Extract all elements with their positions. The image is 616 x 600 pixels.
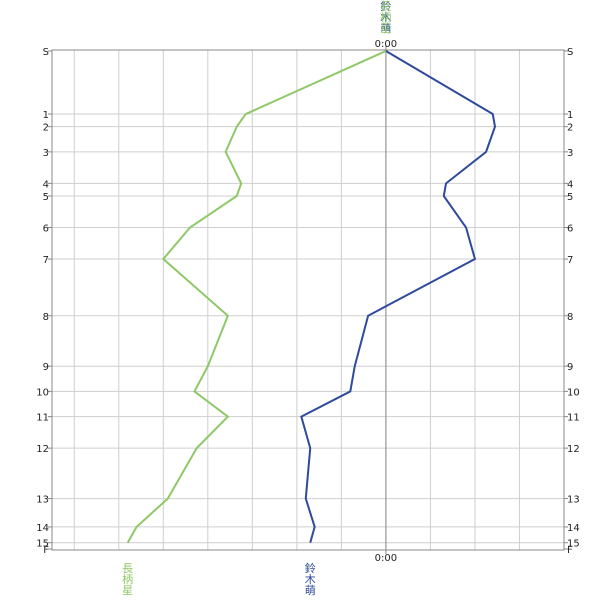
y-tick-label-left: 12 <box>36 444 49 455</box>
y-tick-label-right: 2 <box>567 123 573 134</box>
y-tick-label-right: 12 <box>567 444 580 455</box>
series-line-2 <box>126 50 387 544</box>
series-name-top-char: 長 <box>380 0 391 13</box>
series-name-bottom-char: 長 <box>122 562 133 575</box>
y-tick-label-right: 14 <box>567 523 580 534</box>
series-lines <box>126 50 497 544</box>
y-tick-label-right: 8 <box>567 312 573 323</box>
y-tick-label-left: 9 <box>43 362 49 373</box>
y-tick-label-right: 15 <box>567 539 580 550</box>
series-name-top-char: 星 <box>380 22 391 35</box>
y-tick-label-left: 1 <box>43 110 49 121</box>
y-tick-label-left: 6 <box>43 224 49 235</box>
y-tick-label-right: 9 <box>567 362 573 373</box>
y-tick-label-right: 4 <box>567 179 573 190</box>
y-tick-label-left: 14 <box>36 523 49 534</box>
series-name-bottom-char: 星 <box>122 584 133 597</box>
zero-label-top: 0:00 <box>375 39 397 50</box>
plot-frame <box>51 49 565 551</box>
zero-label-bottom: 0:00 <box>375 553 397 564</box>
y-tick-label-right: 6 <box>567 224 573 235</box>
y-tick-label-left: 5 <box>43 192 49 203</box>
axes <box>48 46 568 554</box>
y-tick-label-left: S <box>43 47 49 58</box>
y-tick-label-right: 3 <box>567 148 573 159</box>
series-name-top-char: 鈴 <box>380 0 391 13</box>
y-tick-label-right: S <box>567 47 573 58</box>
y-tick-label-left: 11 <box>36 413 49 424</box>
series-name-top-char: 木 <box>380 11 391 24</box>
y-tick-label-left: F <box>43 545 49 556</box>
y-tick-label-right: 10 <box>567 387 580 398</box>
y-tick-label-left: 4 <box>43 179 49 190</box>
series-name-bottom-char: 萌 <box>305 583 316 597</box>
series-name-bottom-char: 鈴 <box>305 561 316 575</box>
y-tick-label-left: 13 <box>36 495 49 506</box>
y-tick-label-right: 11 <box>567 413 580 424</box>
y-tick-label-right: 5 <box>567 192 573 203</box>
grid <box>52 50 564 550</box>
y-tick-label-right: 1 <box>567 110 573 121</box>
y-tick-label-left: 2 <box>43 123 49 134</box>
y-tick-label-left: 15 <box>36 539 49 550</box>
series-name-top-char: 柄 <box>380 11 391 24</box>
y-tick-label-right: 13 <box>567 495 580 506</box>
y-tick-label-left: 8 <box>43 312 49 323</box>
y-tick-label-left: 7 <box>43 255 49 266</box>
y-tick-label-right: 7 <box>567 255 573 266</box>
series-name-top-char: 萌 <box>380 21 391 35</box>
series-name-bottom-char: 柄 <box>122 573 133 586</box>
y-tick-label-left: 3 <box>43 148 49 159</box>
y-tick-label-right: F <box>567 545 573 556</box>
series-name-bottom-char: 木 <box>305 573 316 586</box>
y-tick-label-left: 10 <box>36 387 49 398</box>
series-line-1 <box>300 50 497 543</box>
